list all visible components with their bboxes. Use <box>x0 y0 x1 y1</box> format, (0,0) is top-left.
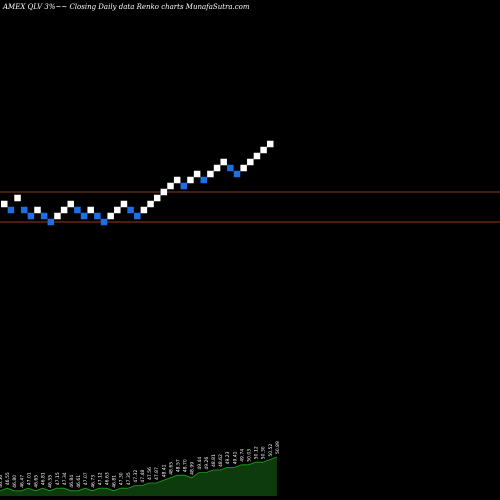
volume-label-3: 46.80 <box>12 475 18 488</box>
renko-brick-21 <box>134 212 141 220</box>
volume-label-21: 47.48 <box>140 470 146 483</box>
renko-brick-34 <box>220 158 227 166</box>
reference-lines <box>0 191 500 223</box>
volume-label-19: 47.35 <box>126 472 132 485</box>
volume-label-25: 48.65 <box>168 462 174 475</box>
volume-label-6: 46.65 <box>34 475 40 488</box>
renko-brick-15 <box>94 212 101 220</box>
renko-brick-29 <box>187 176 194 184</box>
volume-label-12: 46.61 <box>76 475 82 488</box>
volume-label-23: 47.87 <box>154 467 160 480</box>
volume-label-31: 48.81 <box>211 454 217 467</box>
volume-labels: 46.56 46.55 46.80 46.47 47.01 46.65 46.81 46.55… <box>0 441 281 488</box>
volume-label-36: 50.03 <box>247 449 253 462</box>
renko-brick-24 <box>153 194 161 202</box>
renko-brick-12 <box>74 206 81 214</box>
volume-label-13: 47.07 <box>83 472 89 485</box>
chart-title: AMEX QLV 3%~~ Closing Daily data Renko c… <box>2 3 250 11</box>
volume-area <box>0 457 277 496</box>
volume-label-18: 47.30 <box>119 472 125 485</box>
volume-label-37: 50.12 <box>254 446 260 459</box>
renko-brick-16 <box>100 218 108 226</box>
volume-label-27: 48.70 <box>183 459 189 472</box>
renko-brick-31 <box>200 176 207 184</box>
renko-brick-22 <box>140 206 148 214</box>
renko-brick-20 <box>127 206 134 214</box>
renko-brick-25 <box>160 188 168 196</box>
volume-label-29: 49.44 <box>197 457 203 470</box>
volume-label-9: 47.15 <box>55 472 61 485</box>
volume-label-28: 48.99 <box>190 462 196 475</box>
renko-brick-30 <box>193 170 201 178</box>
renko-brick-32 <box>207 170 214 178</box>
renko-brick-17 <box>107 212 114 220</box>
volume-label-17: 46.81 <box>112 475 118 488</box>
renko-brick-1 <box>1 200 8 208</box>
renko-brick-37 <box>240 164 247 172</box>
volume-label-7: 46.81 <box>41 472 47 485</box>
volume-line <box>0 456 278 492</box>
volume-label-15: 47.12 <box>97 472 103 485</box>
volume-label-39: 50.52 <box>268 444 274 457</box>
volume-label-14: 46.73 <box>90 475 96 488</box>
renko-brick-27 <box>173 176 181 184</box>
renko-brick-36 <box>233 170 241 178</box>
renko-brick-10 <box>60 206 68 214</box>
volume-panel <box>0 456 278 496</box>
renko-bricks <box>1 140 274 226</box>
volume-label-22: 47.56 <box>147 467 153 480</box>
volume-label-33: 49.23 <box>225 451 231 464</box>
volume-label-35: 49.74 <box>239 449 245 462</box>
volume-label-26: 48.57 <box>176 459 182 472</box>
volume-label-8: 46.55 <box>48 475 54 488</box>
volume-label-32: 48.62 <box>218 454 224 467</box>
renko-brick-4 <box>20 206 28 214</box>
renko-brick-2 <box>7 206 15 214</box>
volume-label-38: 50.30 <box>261 446 267 459</box>
volume-label-2: 46.55 <box>5 472 11 485</box>
renko-brick-18 <box>114 206 121 214</box>
renko-brick-9 <box>54 212 61 220</box>
volume-label-24: 48.41 <box>161 464 167 477</box>
renko-brick-13 <box>80 212 88 220</box>
renko-brick-26 <box>167 182 174 190</box>
renko-brick-40 <box>260 146 267 154</box>
renko-brick-14 <box>87 206 94 214</box>
renko-brick-11 <box>67 200 74 208</box>
volume-label-1: 46.56 <box>0 475 4 488</box>
renko-brick-38 <box>247 158 254 166</box>
volume-label-4: 46.47 <box>19 475 25 488</box>
renko-brick-23 <box>147 200 154 208</box>
renko-brick-3 <box>14 194 21 202</box>
volume-label-16: 46.63 <box>105 472 111 485</box>
volume-label-10: 47.34 <box>62 472 68 485</box>
volume-label-40: 50.89 <box>275 441 281 454</box>
volume-label-30: 49.26 <box>204 457 210 470</box>
renko-brick-8 <box>47 218 55 226</box>
renko-brick-7 <box>40 212 48 220</box>
volume-label-5: 47.01 <box>26 472 32 485</box>
renko-brick-35 <box>227 164 234 172</box>
renko-brick-39 <box>253 152 261 160</box>
renko-brick-19 <box>120 200 128 208</box>
volume-label-11: 46.84 <box>69 475 75 488</box>
renko-brick-41 <box>267 140 274 148</box>
renko-brick-6 <box>34 206 41 214</box>
renko-brick-33 <box>213 164 221 172</box>
volume-label-20: 47.32 <box>133 470 139 483</box>
renko-brick-28 <box>180 182 188 190</box>
renko-brick-5 <box>27 212 35 220</box>
volume-label-34: 49.41 <box>232 451 238 464</box>
